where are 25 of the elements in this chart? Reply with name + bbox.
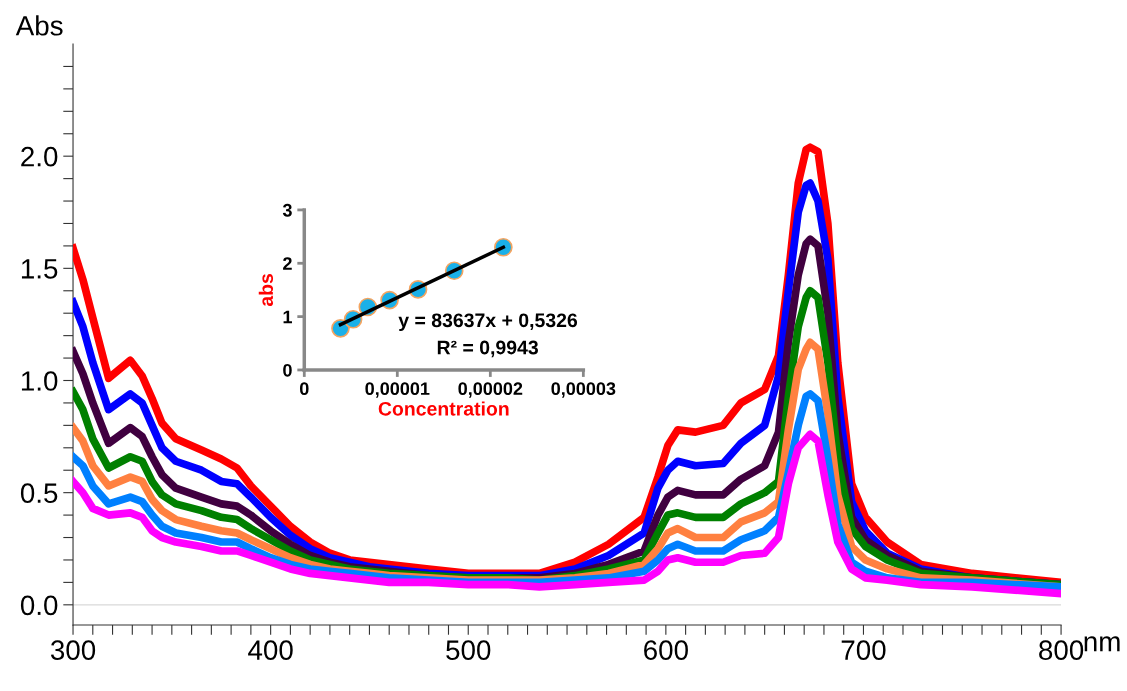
y-tick-label: 1.5 [21, 259, 58, 279]
x-tick-label: 400 [248, 640, 293, 660]
x-tick-label: 600 [644, 640, 688, 660]
y-tick-label: 1.0 [21, 371, 58, 391]
x-tick-label: 800 [1039, 640, 1084, 660]
x-tick-label: 300 [50, 640, 96, 660]
annotation: R² = 0,9943 [437, 340, 538, 358]
x-tick-label: 700 [841, 640, 886, 660]
y-tick-label: 0 [283, 363, 292, 377]
y-tick-label: 2 [283, 257, 292, 270]
x-tick-label: 0,00001 [365, 382, 430, 398]
y-tick-label: 3 [282, 203, 292, 217]
x-axis-title: Concentration [378, 401, 509, 416]
y-tick-label: 0.5 [20, 483, 58, 503]
y-axis-title: abs [258, 273, 274, 307]
x-tick-label: 500 [446, 640, 491, 660]
y-tick-label: 0.0 [20, 595, 58, 616]
annotation: y = 83637x + 0,5326 [398, 313, 578, 332]
x-axis-title: nm [1084, 636, 1120, 652]
y-tick-label: 1 [283, 310, 292, 324]
x-tick-label: 0,00003 [551, 382, 616, 398]
y-tick-label: 2.0 [21, 146, 58, 167]
x-tick-label: 0 [299, 382, 309, 396]
y-axis-title: Abs [15, 15, 63, 36]
x-tick-label: 0,00002 [458, 382, 523, 398]
